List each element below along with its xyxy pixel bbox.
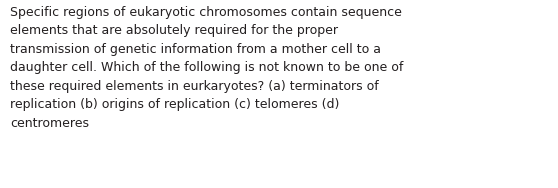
Text: Specific regions of eukaryotic chromosomes contain sequence
elements that are ab: Specific regions of eukaryotic chromosom… xyxy=(10,6,403,130)
